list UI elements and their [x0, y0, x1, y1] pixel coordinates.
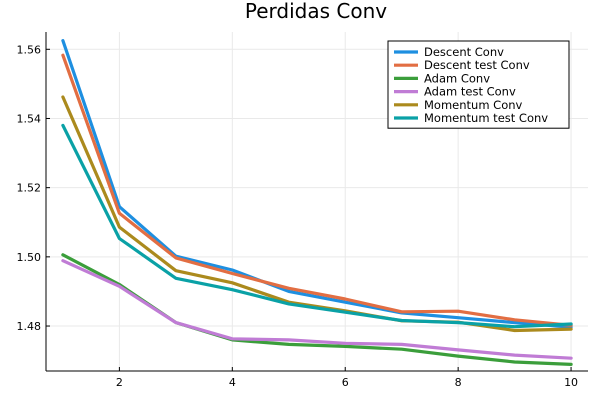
legend-label: Adam Conv	[424, 71, 490, 85]
series-line-adam-test-conv	[61, 259, 573, 360]
axes: 2 4 6 8 10 1.48 1.50 1.52 1.54 1.56	[17, 32, 588, 389]
legend-label: Momentum Conv	[424, 98, 523, 112]
y-tick-label: 1.52	[17, 182, 42, 195]
legend-label: Adam test Conv	[424, 85, 516, 99]
x-tick-label: 2	[116, 376, 123, 389]
legend-label: Descent Conv	[424, 45, 504, 59]
legend-label: Descent test Conv	[424, 58, 530, 72]
series-lines	[61, 38, 573, 366]
series-line-descent-test-conv	[61, 53, 573, 327]
y-tick-label: 1.50	[17, 251, 42, 264]
x-tick-label: 4	[229, 376, 236, 389]
x-tick-label: 6	[342, 376, 349, 389]
y-tick-label: 1.48	[17, 320, 42, 333]
y-tick-label: 1.54	[17, 112, 42, 125]
series-line-descent-conv	[61, 38, 573, 329]
chart-title: Perdidas Conv	[245, 0, 387, 23]
x-tick-label: 10	[564, 376, 578, 389]
y-tick-label: 1.56	[17, 43, 42, 56]
x-tick-label: 8	[455, 376, 462, 389]
legend-box	[387, 40, 570, 129]
legend-label: Momentum test Conv	[424, 111, 548, 125]
series-line-momentum-test-conv	[61, 123, 573, 329]
